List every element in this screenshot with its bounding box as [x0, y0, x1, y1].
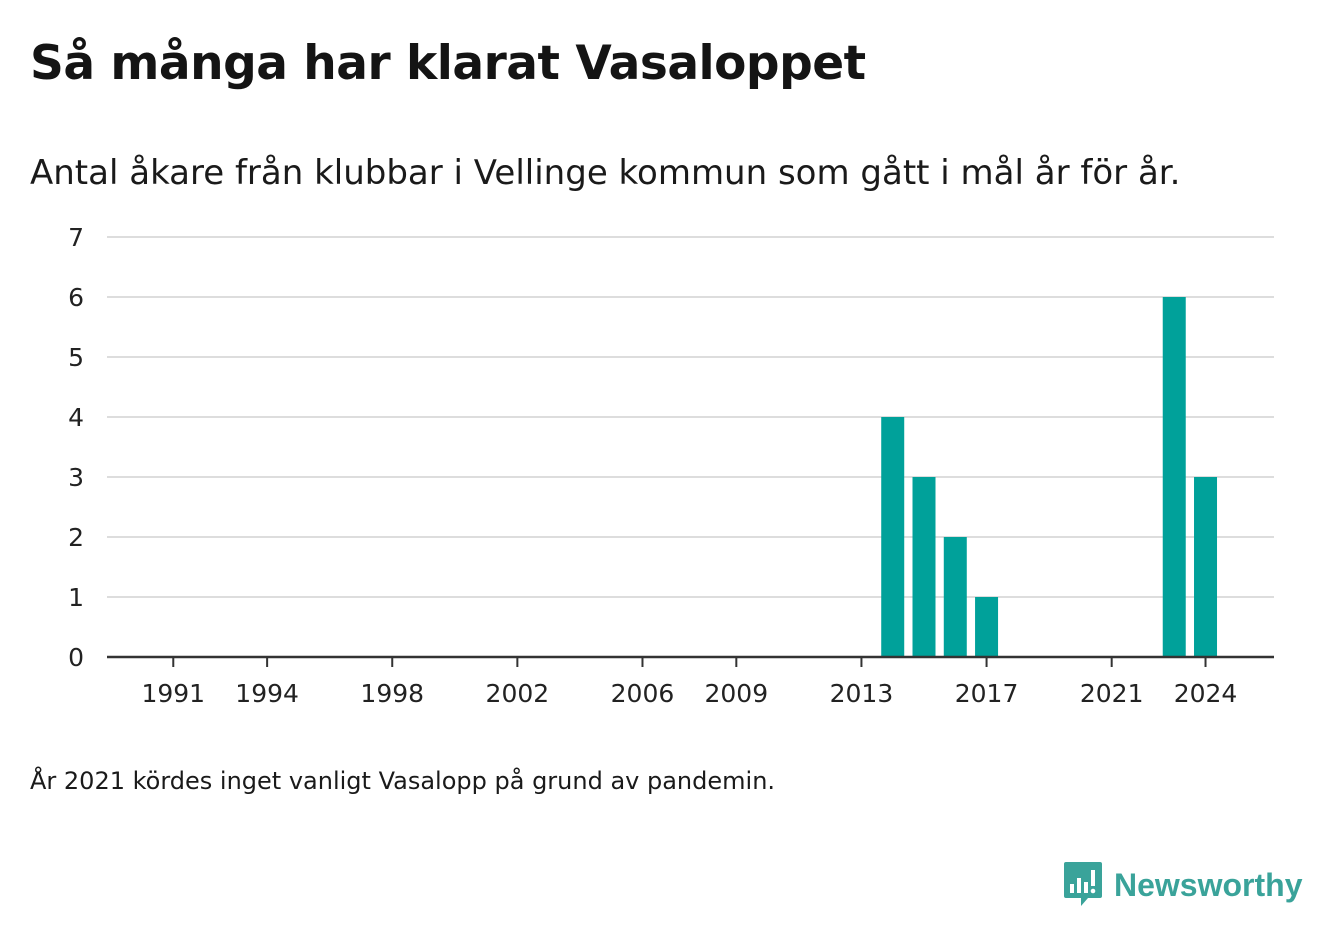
bar-2014: [881, 417, 905, 657]
x-tick-label: 2013: [830, 679, 894, 708]
y-tick-label: 6: [68, 283, 84, 312]
y-tick-label: 7: [68, 223, 84, 252]
x-axis: [107, 655, 1274, 667]
x-tick-label: 1991: [141, 679, 205, 708]
brand-name: Newsworthy: [1114, 866, 1303, 903]
chart-subtitle: Antal åkare från klubbar i Vellinge komm…: [30, 153, 1181, 193]
bar-2015: [912, 477, 936, 657]
x-tick-label: 1998: [360, 679, 424, 708]
x-tick-label: 2009: [705, 679, 769, 708]
chart-title: Så många har klarat Vasaloppet: [30, 36, 866, 91]
grid-lines: [107, 236, 1274, 598]
x-tick-label: 2002: [486, 679, 550, 708]
y-tick-label: 2: [68, 523, 84, 552]
y-tick-label: 4: [68, 403, 84, 432]
x-tick-label: 2017: [955, 679, 1019, 708]
bars: [881, 297, 1218, 657]
x-tick-labels: 1991 1994 1998 2002 2006 2009 2013 2017 2021 2024: [141, 679, 1237, 708]
y-tick-labels: 0 1 2 3 4 5 6 7: [68, 223, 84, 672]
x-tick-label: 2021: [1080, 679, 1144, 708]
y-tick-label: 5: [68, 343, 84, 372]
brand: Newsworthy: [1062, 860, 1302, 910]
y-tick-label: 1: [68, 583, 84, 612]
bar-2024: [1194, 477, 1218, 657]
newsworthy-logo-icon: [1064, 862, 1102, 906]
y-tick-label: 3: [68, 463, 84, 492]
x-tick-label: 1994: [235, 679, 299, 708]
footnote: År 2021 kördes inget vanligt Vasalopp på…: [30, 767, 776, 795]
y-tick-label: 0: [68, 643, 84, 672]
bar-2016: [943, 537, 967, 657]
bar-2023: [1162, 297, 1186, 657]
x-tick-label: 2024: [1174, 679, 1238, 708]
bar-2017: [975, 597, 999, 657]
x-tick-label: 2006: [611, 679, 675, 708]
